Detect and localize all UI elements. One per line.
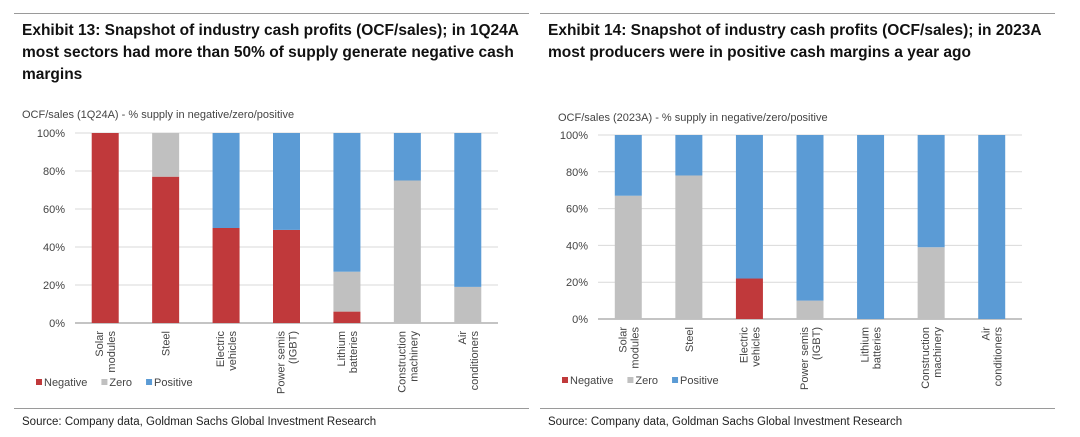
- y-tick-label: 60%: [566, 204, 588, 216]
- bar-segment-positive: [614, 135, 642, 196]
- top-rule: [540, 13, 1055, 14]
- exhibit-13: Exhibit 13: Snapshot of industry cash pr…: [14, 0, 529, 437]
- x-tick-label: Steel: [161, 331, 173, 356]
- chart-2: 0% 20% 40% 60% 80% 100% Solarmodules Steel Elect…: [560, 130, 1022, 390]
- y-tick-label: 20%: [43, 280, 65, 292]
- legend-swatch: [627, 377, 634, 383]
- x-tick-label: Lithiumbatteries: [860, 327, 884, 370]
- legend-label: Positive: [154, 377, 193, 389]
- legend-label: Negative: [570, 375, 613, 387]
- bar-segment-positive: [212, 133, 240, 228]
- bar-segment-positive: [796, 135, 824, 301]
- x-tick-label: Electricvehicles: [215, 331, 239, 371]
- bar-segment-zero: [796, 300, 824, 319]
- bar-segment-positive: [393, 133, 421, 181]
- x-tick-label: Power semis(IGBT): [799, 327, 823, 390]
- bar-segment-positive: [917, 135, 945, 248]
- x-tick-label: Steel: [684, 327, 696, 352]
- y-tick-label: 0%: [49, 318, 65, 330]
- y-tick-label: 100%: [37, 128, 65, 140]
- legend-swatch: [146, 379, 153, 385]
- x-tick-label: Airconditioners: [981, 327, 1005, 387]
- bar-segment-positive: [454, 133, 482, 287]
- y-tick-label: 20%: [566, 277, 588, 289]
- x-tick-label: Power semis(IGBT): [276, 331, 300, 394]
- legend-swatch: [36, 379, 42, 385]
- y-tick-label: 0%: [572, 314, 588, 326]
- x-tick-label: Electricvehicles: [738, 327, 762, 367]
- bar-segment-zero: [614, 195, 642, 319]
- bar-segment-negative: [333, 311, 361, 323]
- bar-segment-zero: [917, 247, 945, 319]
- legend-label: Zero: [109, 377, 132, 389]
- bar-segment-positive: [857, 135, 885, 319]
- y-tick-label: 80%: [566, 167, 588, 179]
- bar-segment-positive: [333, 133, 361, 272]
- chart-subtitle: OCF/sales (2023A) - % supply in negative…: [558, 112, 828, 124]
- y-tick-label: 40%: [566, 240, 588, 252]
- bar-segment-positive: [675, 135, 703, 176]
- source-note: Source: Company data, Goldman Sachs Glob…: [22, 416, 377, 428]
- legend-swatch: [562, 377, 568, 383]
- bar-segment-negative: [212, 228, 240, 323]
- y-tick-label: 100%: [560, 130, 588, 142]
- bar-segment-negative: [91, 133, 119, 323]
- x-tick-label: Constructionmachinery: [920, 327, 944, 389]
- top-rule: [14, 13, 529, 14]
- legend-label: Positive: [680, 375, 719, 387]
- legend-label: Negative: [44, 377, 87, 389]
- chart-subtitle: OCF/sales (1Q24A) - % supply in negative…: [22, 109, 295, 121]
- bar-segment-zero: [454, 286, 482, 323]
- exhibit-title: Exhibit 13: Snapshot of industry cash pr…: [22, 22, 519, 83]
- bar-segment-zero: [393, 180, 421, 323]
- x-tick-label: Airconditioners: [457, 331, 481, 391]
- x-tick-label: Lithiumbatteries: [336, 331, 360, 374]
- bar-segment-positive: [735, 135, 763, 279]
- bottom-rule: [540, 408, 1055, 409]
- bar-segment-negative: [735, 278, 763, 319]
- x-tick-label: Solarmodules: [617, 327, 641, 369]
- bottom-rule: [14, 408, 529, 409]
- bar-segment-negative: [273, 229, 300, 323]
- x-tick-label: Solarmodules: [94, 331, 118, 373]
- legend-swatch: [672, 377, 679, 383]
- y-tick-label: 80%: [43, 166, 65, 178]
- bar-segment-zero: [675, 175, 703, 319]
- legend-label: Zero: [635, 375, 658, 387]
- chart-1: 0% 20% 40% 60% 80% 100% Solarmodules Steel Elect…: [36, 128, 498, 394]
- y-tick-label: 40%: [43, 242, 65, 254]
- exhibit-14: Exhibit 14: Snapshot of industry cash pr…: [540, 0, 1055, 437]
- legend-swatch: [101, 379, 108, 385]
- bar-segment-positive: [273, 133, 300, 230]
- x-tick-label: Constructionmachinery: [396, 331, 420, 393]
- exhibit-title: Exhibit 14: Snapshot of industry cash pr…: [548, 22, 1041, 61]
- bar-segment-negative: [152, 176, 180, 323]
- y-tick-label: 60%: [43, 204, 65, 216]
- bar-segment-zero: [152, 133, 180, 177]
- bar-segment-zero: [333, 271, 361, 312]
- source-note: Source: Company data, Goldman Sachs Glob…: [548, 416, 903, 428]
- bar-segment-positive: [978, 135, 1006, 319]
